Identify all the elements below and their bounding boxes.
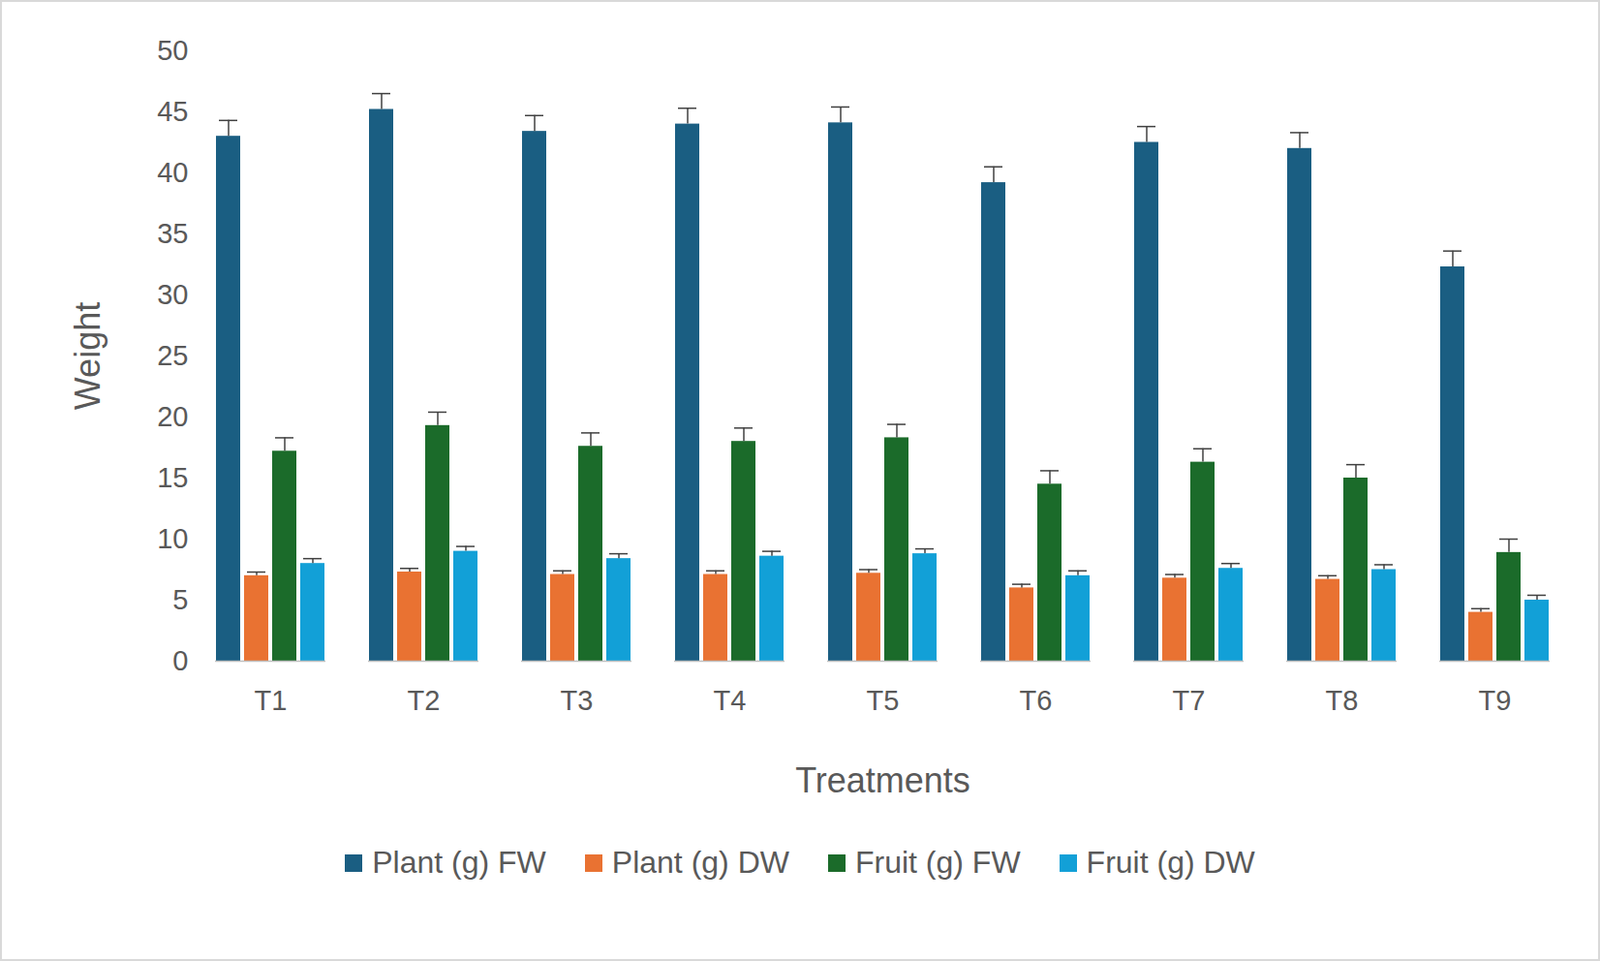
svg-text:T3: T3 [560,684,594,716]
svg-text:5: 5 [172,584,188,616]
svg-text:50: 50 [156,34,188,66]
svg-text:Treatments: Treatments [795,760,971,800]
svg-text:20: 20 [156,400,188,432]
svg-text:T6: T6 [1019,684,1053,716]
svg-text:T8: T8 [1325,684,1359,716]
svg-text:T7: T7 [1172,684,1206,716]
html-text:Fruit (g) DW: Fruit (g) DW [1086,844,1256,880]
html-text:Plant (g) FW: Plant (g) FW [372,844,547,880]
svg-text:10: 10 [156,523,188,554]
svg-text:30: 30 [156,278,188,310]
svg-text:0: 0 [172,645,188,677]
svg-text:T5: T5 [866,684,900,716]
svg-text:Weight: Weight [67,302,108,410]
svg-text:T2: T2 [407,684,441,716]
svg-text:15: 15 [156,461,188,493]
svg-text:25: 25 [156,339,188,371]
svg-text:T4: T4 [713,684,747,716]
svg-text:45: 45 [156,95,188,127]
html-text:Plant (g) DW: Plant (g) DW [611,844,790,880]
svg-text:T1: T1 [254,684,288,716]
html-text:Fruit (g) FW: Fruit (g) FW [855,844,1021,880]
svg-text:40: 40 [156,156,188,188]
svg-text:T9: T9 [1478,684,1512,716]
svg-text:35: 35 [156,217,188,249]
